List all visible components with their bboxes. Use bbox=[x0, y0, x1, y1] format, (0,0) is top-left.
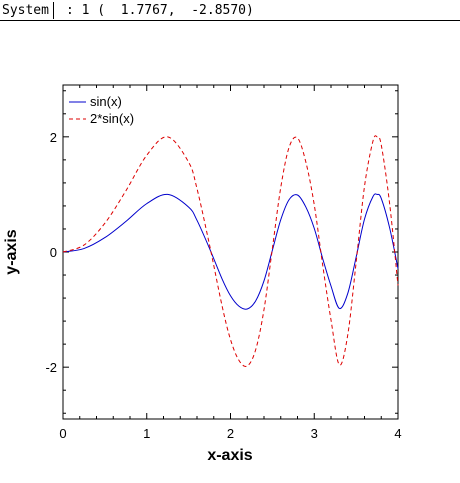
legend-label-2: 2*sin(x) bbox=[90, 111, 134, 126]
x-tick-label: 2 bbox=[227, 426, 234, 441]
x-tick-label: 4 bbox=[394, 426, 401, 441]
series-line-1 bbox=[62, 193, 399, 310]
y-tick-label: 0 bbox=[50, 245, 57, 260]
y-tick-label: -2 bbox=[45, 360, 57, 375]
y-axis-title: y-axis bbox=[3, 229, 20, 274]
tick-labels: 0 1 2 3 4 -2 0 2 bbox=[45, 130, 401, 441]
line-chart: 0 1 2 3 4 -2 0 2 sin(x) 2*sin(x) x-axis y-axis bbox=[3, 84, 402, 464]
plot-area-frame bbox=[62, 84, 399, 420]
y-tick-label: 2 bbox=[50, 130, 57, 145]
ticks bbox=[62, 85, 399, 419]
x-tick-label: 1 bbox=[143, 426, 150, 441]
legend: sin(x) 2*sin(x) bbox=[69, 94, 134, 126]
x-axis-title: x-axis bbox=[207, 447, 252, 464]
x-tick-label: 3 bbox=[311, 426, 318, 441]
series-layer bbox=[62, 135, 399, 367]
legend-label-1: sin(x) bbox=[90, 94, 122, 109]
coordinate-readout: : 1 ( 1.7767, -2.8570) bbox=[66, 3, 254, 18]
series-line-2 bbox=[62, 135, 399, 367]
status-bar: System : 1 ( 1.7767, -2.8570) bbox=[0, 0, 460, 21]
x-tick-label: 0 bbox=[59, 426, 66, 441]
system-label[interactable]: System bbox=[2, 2, 54, 19]
